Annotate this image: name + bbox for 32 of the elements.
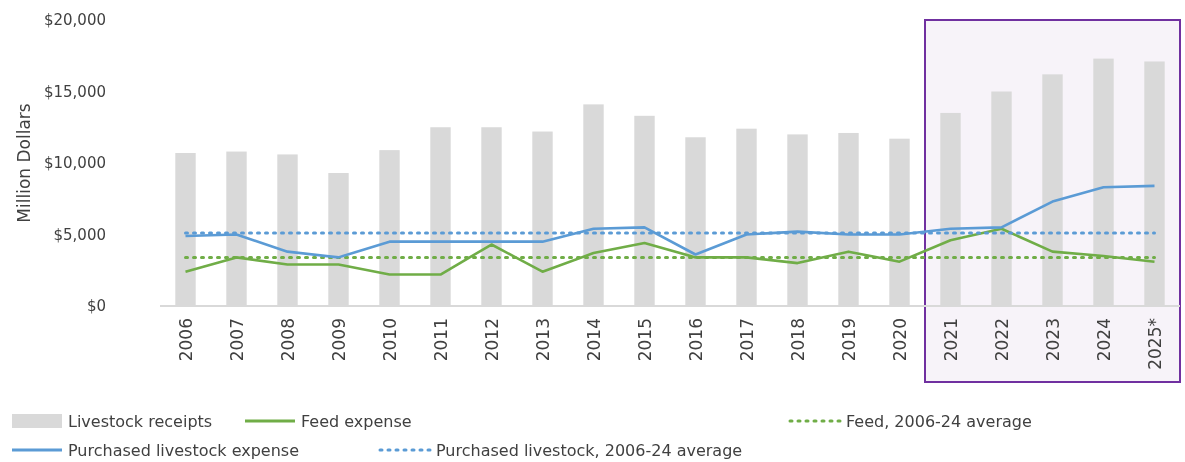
legend-label: Feed, 2006-24 average [846,412,1032,431]
legend-label: Purchased livestock expense [68,441,299,460]
x-tick-label: 2019 [838,318,859,362]
x-tick-label: 2022 [991,318,1012,362]
line-series [184,227,1156,276]
x-tick-label: 2023 [1042,318,1063,362]
y-tick-label: $10,000 [43,154,106,172]
x-tick-label: 2024 [1093,318,1114,362]
y-axis-title: Million Dollars [14,103,34,223]
x-tick-label: 2011 [430,318,451,362]
x-tick-label: 2009 [328,318,349,362]
y-tick-label: $5,000 [53,225,106,244]
x-tick-label: 2016 [685,318,706,362]
x-tick-label: 2014 [583,318,604,362]
x-tick-label: 2020 [889,318,910,362]
x-tick-label: 2012 [481,318,502,362]
x-tick-label: 2010 [379,318,400,362]
legend-label: Feed expense [301,412,412,431]
y-tick-label: $15,000 [43,82,106,101]
x-tick-label: 2013 [532,318,553,362]
x-tick-label: 2007 [226,318,247,362]
y-tick-label: $0 [86,297,106,315]
x-tick-label: 2015 [634,318,655,362]
x-tick-label: 2017 [736,318,757,362]
x-tick-label: 2021 [940,318,961,362]
x-tick-label: 2008 [277,318,298,362]
legend-label: Purchased livestock, 2006-24 average [436,441,743,460]
x-tick-label: 2006 [175,318,196,362]
x-tick-label: 2018 [787,318,808,362]
x-tick-label: 2025* [1144,318,1165,370]
y-tick-label: $20,000 [43,11,106,29]
legend-label: Livestock receipts [68,412,213,431]
